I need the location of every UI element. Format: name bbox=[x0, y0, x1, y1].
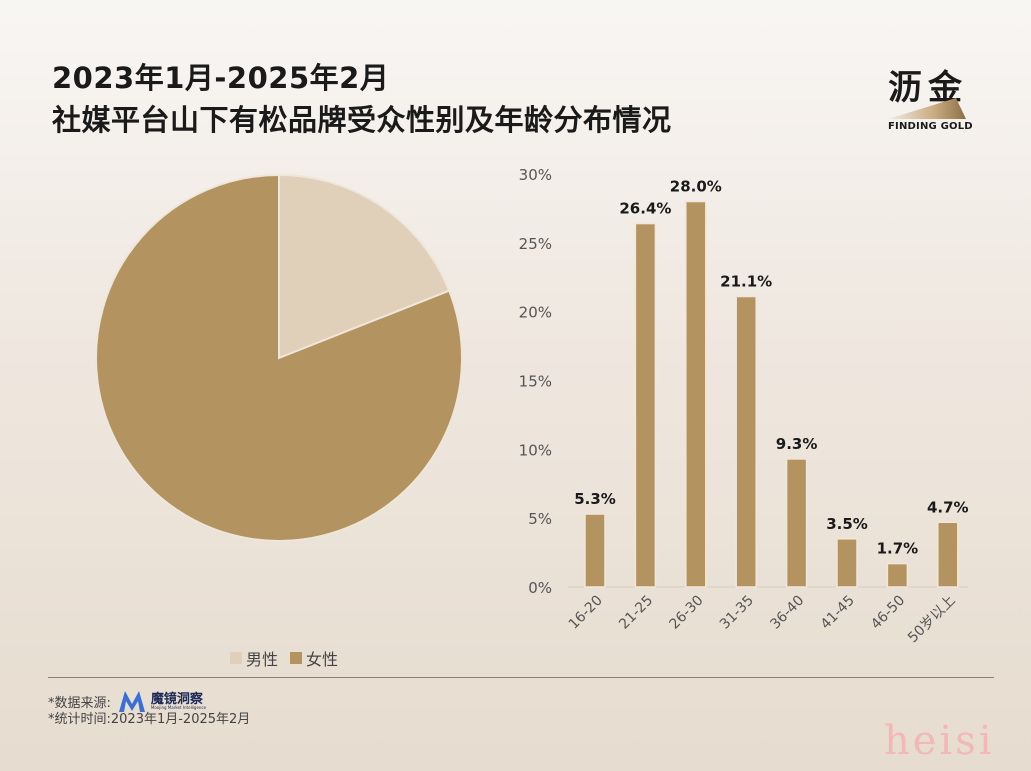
x-tick-label: 26-30 bbox=[667, 593, 707, 633]
bar-31-35 bbox=[735, 295, 757, 588]
x-tick-label: 46-50 bbox=[868, 593, 908, 633]
y-tick-label: 25% bbox=[519, 235, 552, 253]
mountain-logo-icon bbox=[888, 98, 966, 119]
brand-logo-english: FINDING GOLD bbox=[888, 121, 973, 132]
stat-period: *统计时间:2023年1月-2025年2月 bbox=[48, 712, 251, 727]
pie-slice-female bbox=[95, 173, 463, 542]
bar-value-label: 1.7% bbox=[877, 540, 919, 558]
legend-swatch-female bbox=[290, 652, 303, 664]
x-tick-label: 50岁以上 bbox=[905, 593, 959, 647]
bar-value-label: 4.7% bbox=[927, 498, 969, 516]
legend-swatch-male bbox=[230, 652, 242, 664]
bar-21-25 bbox=[634, 222, 657, 588]
source-name-en: Moojing Market Intelligence bbox=[150, 704, 207, 710]
bar-value-label: 28.0% bbox=[670, 178, 722, 196]
y-tick-label: 10% bbox=[519, 441, 552, 459]
y-tick-label: 5% bbox=[528, 510, 552, 528]
bar-36-40 bbox=[785, 458, 808, 588]
bar-50岁以上 bbox=[937, 521, 959, 588]
moojing-logo: 魔镜洞察 Moojing Market Intelligence bbox=[117, 688, 206, 714]
bar-value-label: 26.4% bbox=[619, 200, 671, 218]
y-tick-label: 30% bbox=[519, 166, 552, 184]
y-tick-label: 15% bbox=[519, 373, 552, 391]
x-tick-label: 21-25 bbox=[616, 593, 656, 633]
chart-title-line2: 社媒平台山下有松品牌受众性别及年龄分布情况 bbox=[52, 103, 672, 137]
bar-41-45 bbox=[836, 538, 858, 588]
pie-slice-male bbox=[278, 173, 451, 360]
bar-value-label: 21.1% bbox=[720, 273, 772, 291]
legend-item-male: 男性 bbox=[230, 646, 278, 670]
source-name: 魔镜洞察 bbox=[150, 691, 203, 707]
moojing-m-icon bbox=[118, 691, 145, 712]
watermark: heisi bbox=[884, 718, 995, 764]
x-tick-label: 16-20 bbox=[566, 593, 606, 633]
x-tick-label: 31-35 bbox=[717, 593, 757, 633]
legend-label-male: 男性 bbox=[246, 650, 279, 669]
footer-divider bbox=[48, 677, 994, 678]
pie-legend: 男性 女性 bbox=[230, 646, 338, 670]
bar-16-20 bbox=[584, 513, 606, 588]
bar-value-label: 3.5% bbox=[826, 515, 868, 533]
bar-value-label: 5.3% bbox=[574, 490, 616, 508]
y-tick-label: 0% bbox=[528, 579, 552, 597]
chart-title-line1: 2023年1月-2025年2月 bbox=[52, 61, 390, 95]
y-tick-label: 20% bbox=[519, 304, 552, 322]
x-tick-label: 36-40 bbox=[767, 593, 807, 633]
legend-item-female: 女性 bbox=[290, 646, 338, 670]
bar-26-30 bbox=[685, 200, 707, 588]
source-label: *数据来源: bbox=[48, 695, 111, 711]
data-source: *数据来源: 魔镜洞察 Moojing Market Intelligence bbox=[48, 688, 206, 714]
bar-value-label: 9.3% bbox=[776, 435, 818, 453]
legend-label-female: 女性 bbox=[306, 650, 339, 669]
x-tick-label: 41-45 bbox=[818, 593, 858, 633]
bar-46-50 bbox=[886, 562, 909, 588]
